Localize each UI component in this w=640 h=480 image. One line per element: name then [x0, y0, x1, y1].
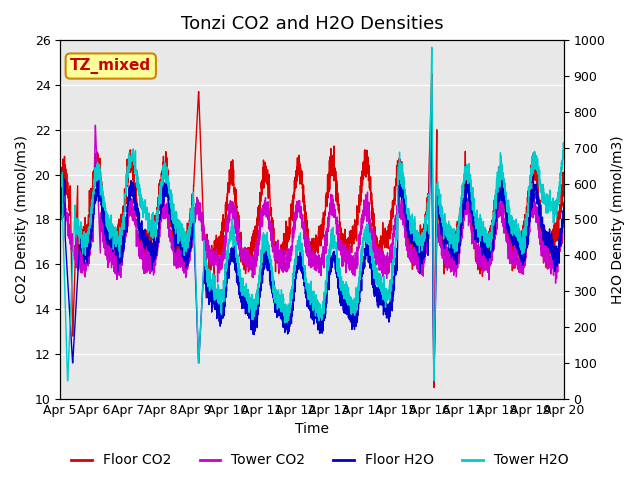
Tower CO2	[560, 224, 568, 230]
Floor CO2	[428, 71, 436, 77]
Tower H2O	[560, 142, 568, 148]
Tower H2O	[361, 237, 369, 243]
Tower H2O	[64, 378, 72, 384]
Tower CO2	[560, 206, 568, 212]
Y-axis label: CO2 Density (mmol/m3): CO2 Density (mmol/m3)	[15, 135, 29, 303]
Line: Tower CO2: Tower CO2	[60, 119, 564, 365]
Floor CO2	[361, 172, 369, 178]
Y-axis label: H2O Density (mmol/m3): H2O Density (mmol/m3)	[611, 135, 625, 304]
Text: TZ_mixed: TZ_mixed	[70, 58, 151, 74]
Floor H2O	[513, 229, 520, 235]
X-axis label: Time: Time	[295, 422, 329, 436]
Floor H2O	[370, 280, 378, 286]
Floor CO2	[370, 216, 378, 221]
Line: Tower H2O: Tower H2O	[60, 48, 564, 381]
Floor CO2	[513, 240, 520, 246]
Tower H2O	[370, 270, 378, 276]
Floor CO2	[56, 178, 64, 184]
Legend: Floor CO2, Tower CO2, Floor H2O, Tower H2O: Floor CO2, Tower CO2, Floor H2O, Tower H…	[66, 448, 574, 473]
Floor H2O	[197, 320, 205, 326]
Tower CO2	[56, 220, 64, 226]
Floor H2O	[560, 207, 568, 213]
Floor H2O	[164, 191, 172, 197]
Floor CO2	[430, 384, 438, 390]
Floor H2O	[428, 102, 435, 108]
Floor CO2	[560, 178, 568, 184]
Tower H2O	[56, 189, 64, 195]
Tower CO2	[361, 203, 369, 208]
Floor CO2	[197, 147, 205, 153]
Line: Floor H2O: Floor H2O	[60, 105, 564, 381]
Floor CO2	[164, 186, 172, 192]
Tower CO2	[513, 251, 520, 257]
Floor H2O	[361, 264, 369, 270]
Tower H2O	[513, 234, 520, 240]
Tower H2O	[197, 317, 205, 323]
Tower CO2	[197, 213, 205, 219]
Tower CO2	[430, 362, 438, 368]
Floor H2O	[560, 200, 568, 205]
Floor H2O	[56, 205, 64, 211]
Tower CO2	[164, 219, 172, 225]
Tower CO2	[428, 116, 436, 121]
Tower H2O	[560, 143, 568, 149]
Tower H2O	[428, 45, 436, 50]
Title: Tonzi CO2 and H2O Densities: Tonzi CO2 and H2O Densities	[180, 15, 444, 33]
Floor H2O	[430, 378, 438, 384]
Tower H2O	[164, 182, 172, 188]
Floor CO2	[560, 175, 568, 181]
Tower CO2	[370, 244, 378, 250]
Line: Floor CO2: Floor CO2	[60, 74, 564, 387]
